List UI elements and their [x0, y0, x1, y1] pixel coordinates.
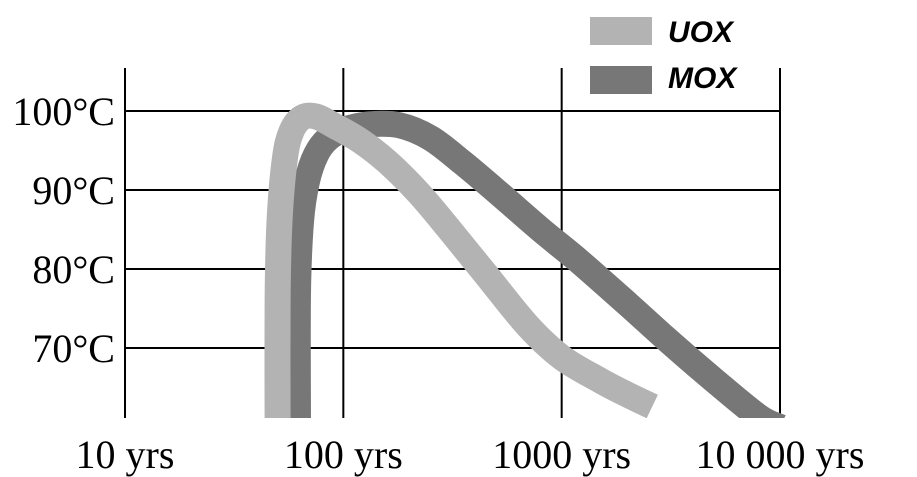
x-tick-label: 10 000 yrs: [696, 432, 865, 477]
y-tick-label: 70°C: [32, 326, 115, 371]
legend-swatch-uox: [590, 17, 652, 45]
x-tick-label: 100 yrs: [284, 432, 403, 477]
legend: UOX MOX: [590, 16, 738, 95]
y-tick-label: 100°C: [12, 89, 115, 134]
series-line-uox: [264, 102, 658, 418]
legend-label-uox: UOX: [668, 16, 735, 49]
x-tick-label: 1000 yrs: [492, 432, 631, 477]
legend-swatch-mox: [590, 66, 652, 94]
y-tick-label: 90°C: [32, 168, 115, 213]
legend-label-mox: MOX: [668, 62, 738, 95]
y-tick-label: 80°C: [32, 247, 115, 292]
x-tick-label: 10 yrs: [76, 432, 175, 477]
tick-labels: 70°C 80°C 90°C 100°C 10 yrs 100 yrs 1000 yrs 10…: [12, 89, 864, 477]
series-lines: [264, 102, 786, 418]
series-line-mox: [284, 110, 786, 418]
